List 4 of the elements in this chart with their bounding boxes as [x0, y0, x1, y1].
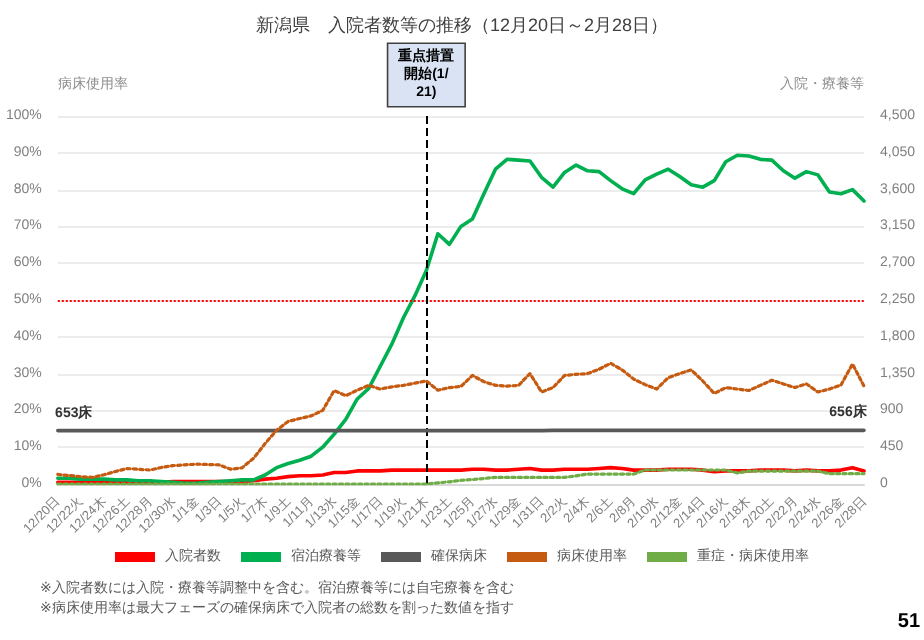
- line-series: [56, 361, 866, 479]
- text: 51: [897, 611, 921, 633]
- line-series: [56, 153, 866, 485]
- chart-title: 新潟県 入院者数等の推移（12月20日～2月28日）: [255, 15, 669, 35]
